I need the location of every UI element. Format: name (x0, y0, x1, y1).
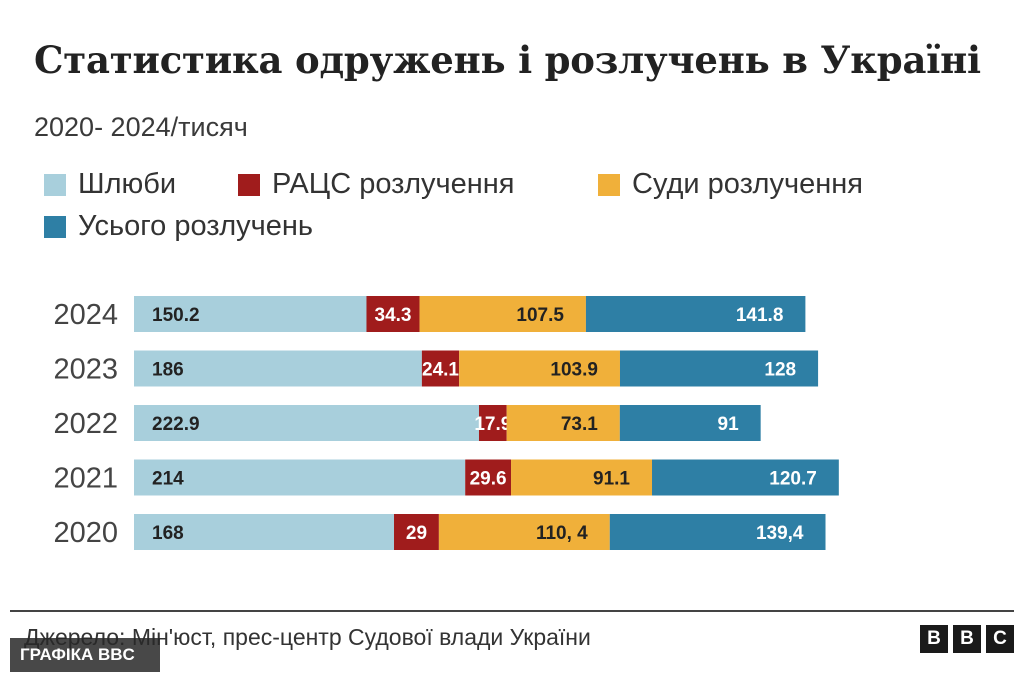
data-label-marriages: 222.9 (152, 414, 200, 435)
data-label-court-divorces: 107.5 (516, 305, 564, 326)
year-label: 2023 (53, 354, 118, 386)
legend-item-court-divorces: Суди розлучення (598, 168, 863, 201)
legend-label-civil-divorces: РАЦС розлучення (272, 168, 515, 200)
data-label-civil-divorces: 29.6 (470, 469, 507, 490)
legend-swatch-civil-divorces (238, 173, 260, 196)
data-label-marriages: 186 (152, 360, 184, 381)
year-label: 2020 (53, 517, 118, 549)
bar-segment-total-divorces (609, 514, 826, 550)
bar-segment-court-divorces (438, 514, 610, 550)
data-label-civil-divorces: 29 (406, 523, 427, 544)
footer-divider (10, 610, 1014, 612)
chart-frame (10, 6, 1014, 669)
chart-title: Статистика одружень і розлучень в Україн… (34, 38, 981, 82)
bar-segment-marriages (134, 405, 479, 441)
data-label-marriages: 214 (152, 469, 184, 490)
data-label-total-divorces: 139,4 (756, 523, 804, 544)
legend-swatch-court-divorces (598, 173, 620, 196)
data-label-marriages: 150.2 (152, 305, 200, 326)
data-label-total-divorces: 91 (718, 414, 740, 435)
legend-label-court-divorces: Суди розлучення (632, 168, 863, 200)
chart-subtitle: 2020- 2024/тисяч (34, 112, 248, 142)
data-label-total-divorces: 120.7 (769, 469, 817, 490)
bar-segment-marriages (134, 459, 466, 496)
year-label: 2022 (53, 408, 118, 440)
bar-segment-civil-divorces (366, 296, 420, 332)
legend-item-civil-divorces: РАЦС розлучення (238, 168, 515, 201)
bar-segment-civil-divorces (394, 514, 439, 550)
legend-label-marriages: Шлюби (78, 168, 177, 200)
data-label-civil-divorces: 24.1 (422, 360, 459, 381)
bar-segment-marriages (134, 350, 422, 387)
bbc-logo-letter: C (986, 625, 1014, 653)
bar-segment-court-divorces (511, 459, 653, 496)
bar-segment-court-divorces (459, 350, 620, 387)
data-label-court-divorces: 103.9 (550, 360, 598, 381)
legend-swatch-total-divorces (44, 215, 66, 238)
data-label-court-divorces: 91.1 (593, 469, 630, 490)
data-label-civil-divorces: 34.3 (375, 305, 412, 326)
year-label: 2021 (53, 463, 118, 495)
bar-segment-court-divorces (506, 405, 620, 441)
bar-segment-total-divorces (585, 296, 806, 332)
data-label-court-divorces: 110, 4 (536, 523, 588, 544)
legend-swatch-marriages (44, 173, 66, 196)
data-label-civil-divorces: 17.9 (474, 414, 511, 435)
data-label-total-divorces: 141.8 (736, 305, 784, 326)
bar-segment-total-divorces (619, 405, 761, 441)
bar-segment-court-divorces (419, 296, 586, 332)
bbc-logo-letter: B (920, 625, 948, 653)
bar-segment-civil-divorces (421, 350, 460, 387)
bar-segment-total-divorces (652, 459, 839, 496)
data-label-court-divorces: 73.1 (561, 414, 598, 435)
legend-item-marriages: Шлюби (44, 168, 176, 201)
year-label: 2024 (53, 299, 118, 331)
data-label-marriages: 168 (152, 523, 184, 544)
bar-segment-total-divorces (619, 350, 819, 387)
bar-segment-civil-divorces (478, 405, 507, 441)
bbc-graphics-credit: ГРАФІКА BBC (10, 638, 160, 672)
stacked-bar-chart: 2024 150.2 34.3 107.5 141.8 2023 186 24.1 103.9 1… (53, 296, 839, 550)
bbc-logo: B B C (920, 625, 1014, 653)
bbc-logo-letter: B (953, 625, 981, 653)
bar-segment-marriages (134, 296, 367, 332)
bar-segment-marriages (134, 514, 395, 550)
bar-segment-civil-divorces (465, 459, 512, 496)
legend-label-total-divorces: Усього розлучень (78, 210, 314, 242)
legend-item-total-divorces: Усього розлучень (44, 210, 313, 243)
data-label-total-divorces: 128 (764, 360, 796, 381)
